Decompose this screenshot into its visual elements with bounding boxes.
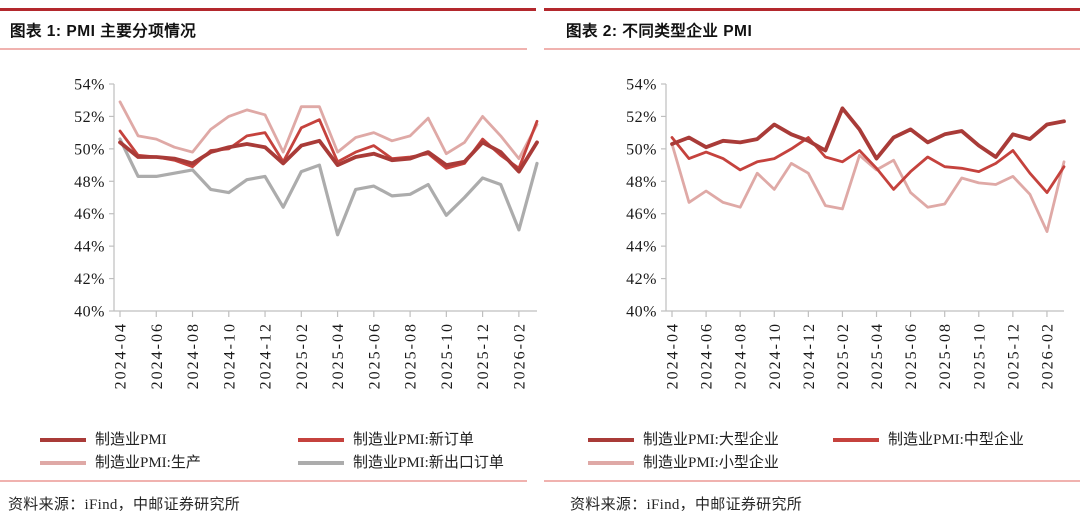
svg-text:2025-12: 2025-12: [475, 322, 492, 389]
report-figures-row: 图表 1: PMI 主要分项情况 40% 42% 44% 46% 48% 50% 52% 54…: [0, 0, 1080, 514]
series-line: [670, 136, 1066, 195]
legend-item: 制造业PMI:新出口订单: [298, 453, 540, 473]
legend-item: 制造业PMI:生产: [40, 453, 298, 473]
title-underline: [0, 48, 527, 50]
svg-text:2026-02: 2026-02: [511, 322, 528, 389]
legend-item: 制造业PMI: [40, 430, 298, 450]
svg-text:54%: 54%: [626, 77, 657, 94]
chart-legend: 制造业PMI 制造业PMI:新订单制造业PMI:生产 制造业PMI:新出口订单: [0, 430, 540, 473]
legend-label: 制造业PMI:新订单: [353, 432, 474, 448]
svg-text:2024-12: 2024-12: [258, 322, 275, 389]
svg-text:46%: 46%: [74, 206, 105, 223]
svg-text:2024-06: 2024-06: [149, 322, 166, 389]
chart-legend: 制造业PMI:大型企业 制造业PMI:中型企业制造业PMI:小型企业: [540, 430, 1080, 473]
legend-swatch: [298, 461, 344, 465]
series-line: [670, 106, 1066, 161]
source-note: 资料来源：iFind，中邮证券研究所: [8, 497, 241, 513]
series-line: [118, 138, 539, 174]
legend-item: 制造业PMI:中型企业: [833, 430, 1080, 450]
svg-text:2025-04: 2025-04: [869, 322, 886, 389]
svg-text:2024-06: 2024-06: [699, 322, 716, 389]
series-line: [118, 137, 539, 237]
svg-text:48%: 48%: [74, 174, 105, 191]
svg-text:48%: 48%: [626, 174, 657, 191]
legend-label: 制造业PMI: [95, 432, 167, 448]
svg-text:2025-08: 2025-08: [937, 322, 954, 389]
legend-swatch: [40, 461, 86, 465]
svg-text:50%: 50%: [626, 141, 657, 158]
legend-swatch: [833, 438, 879, 442]
legend-swatch: [588, 461, 634, 465]
svg-text:54%: 54%: [74, 77, 105, 94]
svg-text:50%: 50%: [74, 141, 105, 158]
svg-text:2025-08: 2025-08: [403, 322, 420, 389]
svg-text:44%: 44%: [626, 239, 657, 256]
bottom-light-rule: [0, 480, 527, 482]
bottom-light-rule: [544, 480, 1080, 482]
svg-text:2025-02: 2025-02: [294, 322, 311, 389]
line-chart-enterprise-pmi: 40% 42% 44% 46% 48% 50% 52% 54% 2024-04 2024-06 20…: [626, 77, 1066, 389]
svg-text:2024-10: 2024-10: [221, 322, 238, 389]
legend-swatch: [298, 438, 344, 442]
legend-label: 制造业PMI:大型企业: [643, 432, 779, 448]
svg-text:2025-04: 2025-04: [330, 322, 347, 389]
line-chart-pmi-components: 40% 42% 44% 46% 48% 50% 52% 54% 2024-04 2024-06 20…: [74, 77, 539, 389]
legend-item: 制造业PMI:大型企业: [588, 430, 833, 450]
figure-title: 图表 2: 不同类型企业 PMI: [566, 23, 753, 40]
svg-text:2024-08: 2024-08: [185, 322, 202, 389]
svg-text:42%: 42%: [626, 271, 657, 288]
legend-item: 制造业PMI:小型企业: [588, 453, 833, 473]
svg-text:2025-10: 2025-10: [439, 322, 456, 389]
svg-text:2024-04: 2024-04: [665, 322, 682, 389]
svg-text:42%: 42%: [74, 271, 105, 288]
svg-text:2025-12: 2025-12: [1005, 322, 1022, 389]
svg-text:2024-08: 2024-08: [733, 322, 750, 389]
title-underline: [544, 48, 1080, 50]
svg-text:44%: 44%: [74, 239, 105, 256]
legend-swatch: [40, 438, 86, 442]
svg-text:2024-12: 2024-12: [801, 322, 818, 389]
figure-title: 图表 1: PMI 主要分项情况: [10, 23, 197, 40]
top-red-rule: [0, 8, 536, 11]
legend-label: 制造业PMI:新出口订单: [353, 455, 504, 471]
figure-panel-pmi-components: 图表 1: PMI 主要分项情况 40% 42% 44% 46% 48% 50% 52% 54…: [0, 0, 540, 514]
svg-text:2025-06: 2025-06: [903, 322, 920, 389]
svg-text:2025-10: 2025-10: [971, 322, 988, 389]
svg-text:40%: 40%: [626, 304, 657, 321]
legend-item: 制造业PMI:新订单: [298, 430, 540, 450]
svg-text:52%: 52%: [626, 109, 657, 126]
legend-label: 制造业PMI:生产: [95, 455, 201, 471]
svg-text:2024-04: 2024-04: [113, 322, 130, 389]
svg-text:40%: 40%: [74, 304, 105, 321]
svg-text:2025-02: 2025-02: [835, 322, 852, 389]
svg-text:2026-02: 2026-02: [1039, 322, 1056, 389]
svg-text:2024-10: 2024-10: [767, 322, 784, 389]
series-line: [670, 142, 1066, 234]
svg-text:46%: 46%: [626, 206, 657, 223]
legend-swatch: [588, 438, 634, 442]
svg-text:52%: 52%: [74, 109, 105, 126]
top-red-rule: [544, 8, 1080, 11]
series-line: [118, 100, 539, 160]
figure-panel-enterprise-pmi: 图表 2: 不同类型企业 PMI 40% 42% 44% 46% 48% 50% 52% 54…: [540, 0, 1080, 514]
source-note: 资料来源：iFind，中邮证券研究所: [570, 497, 803, 513]
legend-label: 制造业PMI:小型企业: [643, 455, 779, 471]
legend-label: 制造业PMI:中型企业: [888, 432, 1024, 448]
svg-text:2025-06: 2025-06: [366, 322, 383, 389]
